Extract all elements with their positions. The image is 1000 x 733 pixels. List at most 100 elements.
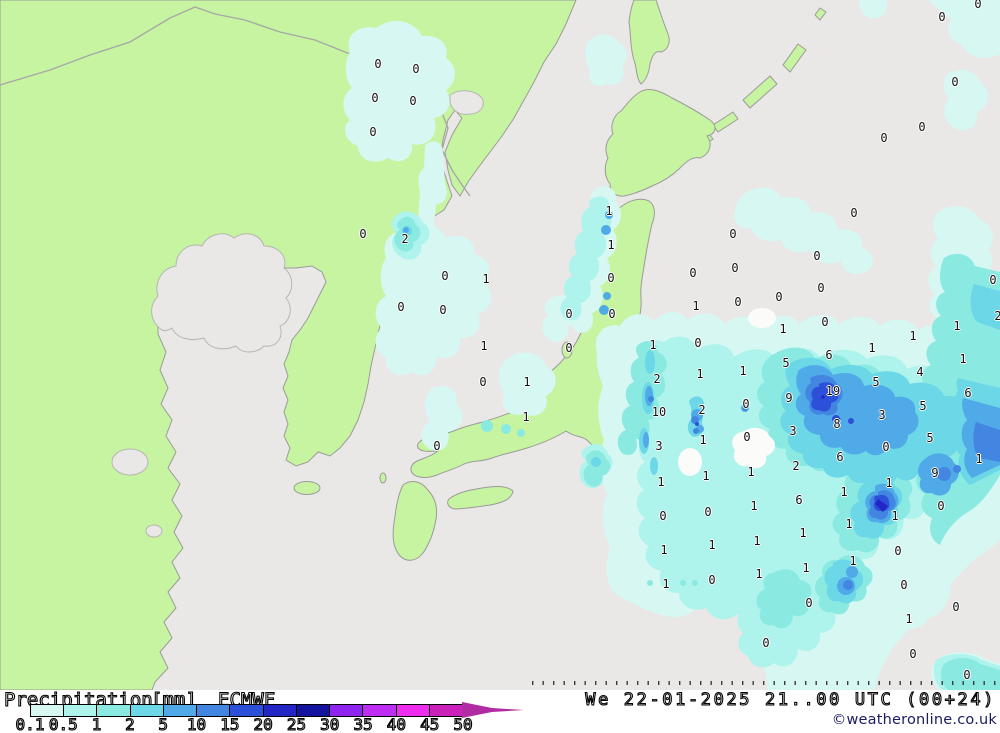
- legend-label: 15: [220, 715, 240, 733]
- precip-value-label: 1: [662, 576, 670, 591]
- precipitation-map: [0, 0, 1000, 690]
- legend-label: 5: [158, 715, 169, 733]
- precip-value-label: 0: [565, 340, 573, 355]
- precip-value-label: 8: [833, 416, 841, 431]
- kuril-island: [742, 75, 778, 109]
- precip-value-label: 6: [825, 347, 833, 362]
- hokkaido-island: [604, 89, 716, 197]
- precip-value-label: 0: [689, 265, 697, 280]
- legend-swatch: [197, 705, 231, 716]
- country-border-line: [0, 6, 471, 197]
- precip-value-label: 1: [607, 237, 615, 252]
- precip-value-label: 5: [872, 374, 880, 389]
- coastal-gulf: [449, 90, 484, 115]
- kyushu-island: [392, 481, 438, 561]
- legend-swatch: [396, 705, 430, 716]
- sado-island: [561, 341, 573, 359]
- precip-value-label: 1: [708, 537, 716, 552]
- precip-value-label: 0: [433, 438, 441, 453]
- precip-value-label: 1: [750, 498, 758, 513]
- jeju-island: [293, 481, 321, 495]
- legend-swatch: [296, 705, 331, 716]
- precip-value-label: 2: [401, 231, 409, 246]
- precip-value-label: 0: [900, 577, 908, 592]
- precip-value-label: 0: [805, 595, 813, 610]
- precip-value-label: 1: [480, 338, 488, 353]
- legend-label: 0.5: [48, 715, 78, 733]
- precip-value-label: 1: [755, 566, 763, 581]
- precip-value-label: 3: [655, 438, 663, 453]
- precip-value-label: 3: [789, 423, 797, 438]
- precip-value-label: 1: [649, 337, 657, 352]
- legend-label: 40: [386, 715, 407, 733]
- precip-value-label: 0: [775, 289, 783, 304]
- longitude-ticks: [532, 681, 996, 685]
- precip-value-label: 0: [565, 306, 573, 321]
- precip-value-label: 0: [938, 9, 946, 24]
- precip-value-label: 1: [799, 525, 807, 540]
- precip-value-label: 10: [651, 404, 667, 419]
- precip-value-label: 2: [698, 402, 706, 417]
- precip-value-label: 0: [374, 56, 382, 71]
- precip-value-label: 1: [692, 298, 700, 313]
- legend-swatch: [363, 705, 397, 716]
- legend-bar: Precipitation [mm] ECMWF 0.1 0.5 1 2 5 10 15 20…: [0, 690, 1000, 733]
- precip-value-label: 0: [850, 205, 858, 220]
- precip-value-label: 1: [953, 318, 961, 333]
- precip-value-label: 6: [795, 492, 803, 507]
- legend-label: 20: [253, 715, 273, 733]
- precip-value-label: 0: [439, 302, 447, 317]
- precip-value-label: 1: [696, 366, 704, 381]
- precip-value-label: 0: [952, 599, 960, 614]
- precip-value-label: 1: [753, 533, 761, 548]
- legend-arrow-icon: [462, 702, 524, 718]
- precip-contours-darkest: [821, 395, 888, 512]
- precip-value-label: 1: [702, 468, 710, 483]
- dry-pocket: [748, 308, 776, 328]
- legend-label: 50: [453, 715, 473, 733]
- precip-value-label: 0: [743, 429, 751, 444]
- precip-value-label: 0: [608, 306, 616, 321]
- precip-value-label: 1: [657, 474, 665, 489]
- legend-swatch: [230, 705, 264, 716]
- precip-value-label: 1: [845, 516, 853, 531]
- precip-value-label: 0: [731, 260, 739, 275]
- precip-value-label: 1: [840, 484, 848, 499]
- legend-swatch: [97, 705, 131, 716]
- shikoku-island: [447, 485, 514, 510]
- precip-value-label: 0: [813, 248, 821, 263]
- precip-value-label: 2: [994, 308, 1000, 323]
- precip-value-label: 0: [704, 504, 712, 519]
- precip-value-label: 1: [909, 328, 917, 343]
- precip-value-label: 1: [959, 351, 967, 366]
- precip-value-label: 1: [522, 409, 530, 424]
- precip-value-label: 9: [785, 390, 793, 405]
- precip-value-label: 19: [825, 383, 841, 398]
- bohai-sea: [151, 233, 293, 353]
- precip-value-label: 4: [916, 364, 924, 379]
- precip-value-label: 0: [918, 119, 926, 134]
- precip-value-label: 0: [894, 543, 902, 558]
- precip-value-label: 6: [964, 385, 972, 400]
- valid-datetime-label: We 22-01-2025 21..00 UTC (00+24): [585, 690, 996, 710]
- legend-label: 30: [320, 715, 340, 733]
- precip-value-label: 1: [885, 475, 893, 490]
- precip-value-label: 2: [653, 371, 661, 386]
- legend-swatch: [64, 705, 98, 716]
- precip-value-label: 0: [880, 130, 888, 145]
- legend-label: 10: [186, 715, 207, 733]
- precip-value-label: 0: [989, 272, 997, 287]
- precip-value-label: 0: [694, 335, 702, 350]
- precip-value-label: 0: [409, 93, 417, 108]
- precip-value-label: 1: [868, 340, 876, 355]
- sakhalin-island: [628, 0, 670, 85]
- precip-value-label: 0: [369, 124, 377, 139]
- legend-swatch: [429, 705, 463, 716]
- precip-value-label: 5: [919, 398, 927, 413]
- precip-value-label: 1: [482, 271, 490, 286]
- inland-lake: [111, 448, 149, 476]
- legend-label: 25: [286, 715, 307, 733]
- legend-arrow: [462, 702, 524, 718]
